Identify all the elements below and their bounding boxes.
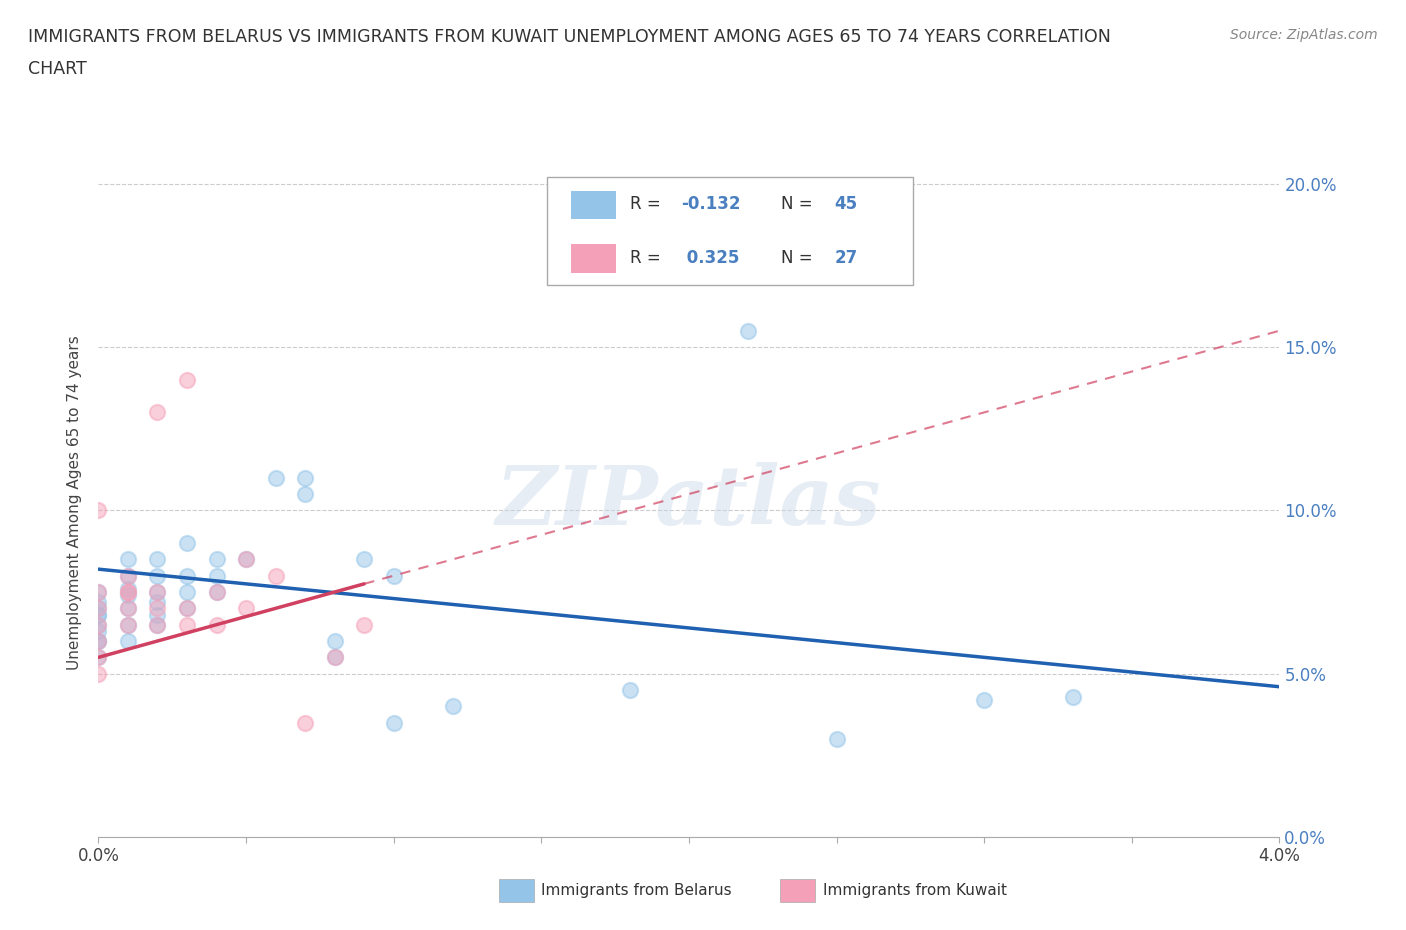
Point	[235, 551, 257, 566]
Point	[441, 699, 464, 714]
Point	[87, 594, 110, 609]
Point	[1062, 689, 1084, 704]
Point	[117, 601, 139, 616]
Point	[737, 324, 759, 339]
Point	[87, 585, 110, 600]
Point	[146, 618, 169, 632]
Point	[176, 568, 198, 583]
Point	[146, 594, 169, 609]
Point	[117, 618, 139, 632]
Text: R =: R =	[630, 195, 666, 213]
Point	[146, 405, 169, 419]
Point	[117, 588, 139, 603]
Point	[235, 551, 257, 566]
Point	[176, 618, 198, 632]
Text: Immigrants from Belarus: Immigrants from Belarus	[541, 884, 733, 898]
Point	[87, 618, 110, 632]
FancyBboxPatch shape	[547, 178, 914, 285]
Point	[87, 650, 110, 665]
Point	[205, 585, 228, 600]
Point	[382, 715, 405, 730]
Point	[176, 372, 198, 387]
Text: CHART: CHART	[28, 60, 87, 78]
Point	[87, 601, 110, 616]
Point	[294, 715, 316, 730]
Point	[87, 585, 110, 600]
Text: -0.132: -0.132	[681, 195, 740, 213]
Point	[87, 666, 110, 681]
Text: 0.325: 0.325	[681, 249, 740, 267]
Point	[973, 692, 995, 707]
Text: N =: N =	[782, 249, 818, 267]
Point	[235, 601, 257, 616]
Point	[117, 568, 139, 583]
Text: IMMIGRANTS FROM BELARUS VS IMMIGRANTS FROM KUWAIT UNEMPLOYMENT AMONG AGES 65 TO : IMMIGRANTS FROM BELARUS VS IMMIGRANTS FR…	[28, 28, 1111, 46]
Text: R =: R =	[630, 249, 666, 267]
Point	[87, 633, 110, 648]
Point	[117, 551, 139, 566]
Text: 45: 45	[834, 195, 858, 213]
Y-axis label: Unemployment Among Ages 65 to 74 years: Unemployment Among Ages 65 to 74 years	[67, 335, 83, 670]
Point	[176, 601, 198, 616]
Point	[264, 568, 287, 583]
Point	[87, 601, 110, 616]
Point	[117, 581, 139, 596]
Text: ZIPatlas: ZIPatlas	[496, 462, 882, 542]
Point	[146, 585, 169, 600]
Point	[117, 618, 139, 632]
Point	[825, 732, 848, 747]
FancyBboxPatch shape	[571, 191, 616, 219]
Point	[353, 551, 375, 566]
Point	[87, 633, 110, 648]
Point	[146, 607, 169, 622]
Point	[353, 618, 375, 632]
Point	[146, 585, 169, 600]
Point	[205, 568, 228, 583]
Point	[382, 568, 405, 583]
Text: 27: 27	[834, 249, 858, 267]
Point	[87, 633, 110, 648]
Point	[146, 568, 169, 583]
Point	[87, 618, 110, 632]
Point	[146, 601, 169, 616]
Point	[205, 551, 228, 566]
Point	[264, 471, 287, 485]
Point	[117, 633, 139, 648]
Point	[146, 551, 169, 566]
Point	[117, 601, 139, 616]
Point	[117, 585, 139, 600]
Point	[176, 585, 198, 600]
Point	[323, 633, 346, 648]
Text: N =: N =	[782, 195, 818, 213]
Point	[294, 486, 316, 501]
Text: Source: ZipAtlas.com: Source: ZipAtlas.com	[1230, 28, 1378, 42]
Point	[146, 618, 169, 632]
Point	[205, 585, 228, 600]
Point	[294, 471, 316, 485]
Point	[117, 568, 139, 583]
Text: Immigrants from Kuwait: Immigrants from Kuwait	[823, 884, 1007, 898]
Point	[87, 650, 110, 665]
Point	[176, 601, 198, 616]
Point	[323, 650, 346, 665]
Point	[323, 650, 346, 665]
Point	[176, 536, 198, 551]
FancyBboxPatch shape	[571, 245, 616, 272]
Point	[619, 683, 641, 698]
Point	[87, 624, 110, 639]
Point	[117, 585, 139, 600]
Point	[87, 607, 110, 622]
Point	[87, 503, 110, 518]
Point	[87, 607, 110, 622]
Point	[205, 618, 228, 632]
